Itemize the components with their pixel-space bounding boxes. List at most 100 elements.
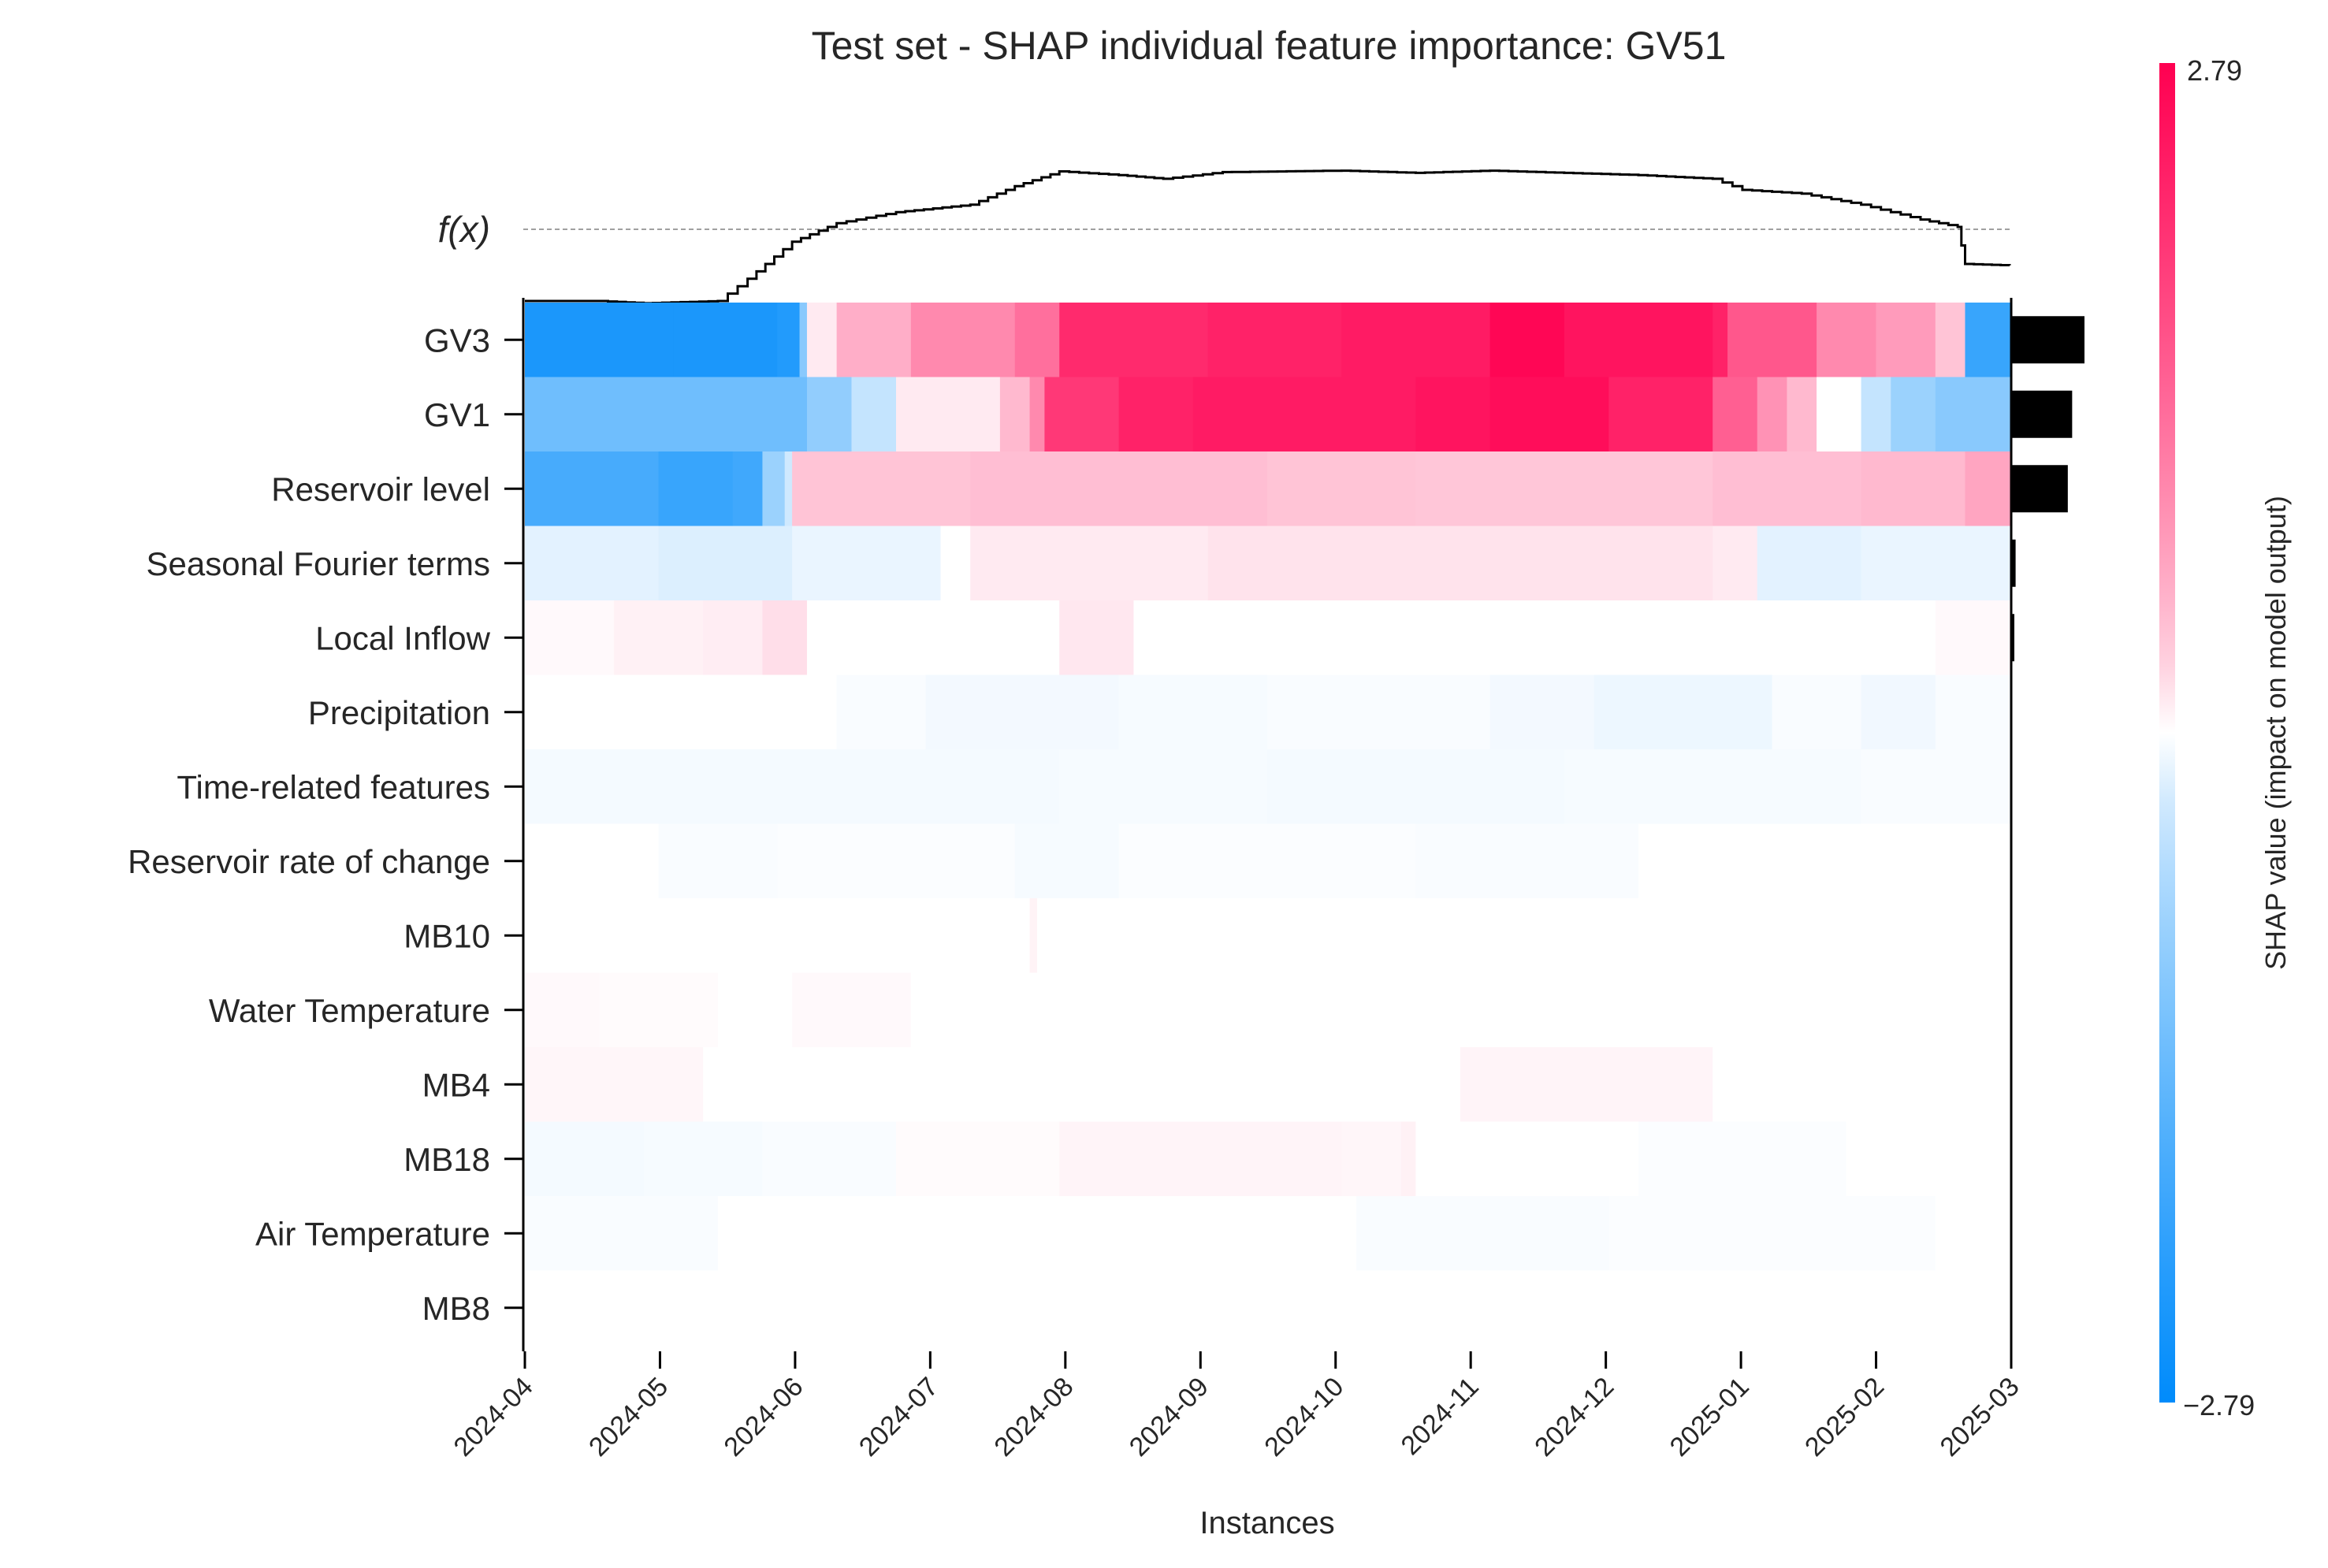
x-tick-label: 2025-01 (1664, 1372, 1755, 1462)
heat-cell (1876, 303, 1936, 377)
heat-cell (762, 600, 808, 675)
heatmap-rows (525, 303, 2010, 1346)
heat-cell (1118, 674, 1268, 750)
chart-title: Test set - SHAP individual feature impor… (812, 24, 1727, 68)
heat-cell (792, 972, 912, 1048)
heat-cell (658, 451, 734, 526)
feature-label: Water Temperature (209, 992, 490, 1029)
heat-cell (717, 972, 793, 1048)
heat-cell (732, 451, 764, 526)
heat-cell (1029, 898, 1038, 973)
heat-cell (1489, 303, 1565, 377)
fx-label: f(x) (438, 209, 490, 250)
heat-cell (999, 377, 1031, 452)
heat-cell (1341, 303, 1491, 377)
heat-cell (1014, 823, 1120, 899)
heat-cell (658, 526, 793, 601)
heat-cell (925, 674, 1120, 750)
heat-cell (525, 377, 778, 452)
x-tick-label: 2024-09 (1124, 1372, 1214, 1462)
heat-cell (599, 972, 719, 1048)
heat-cell (703, 600, 764, 675)
heat-cell (1044, 377, 1120, 452)
heat-cell (1207, 526, 1565, 601)
heat-cell (1668, 377, 1713, 452)
heat-cell (762, 1121, 897, 1197)
heat-cell (1608, 1196, 1936, 1271)
heat-cell (777, 823, 1016, 899)
heat-cell (1267, 674, 1491, 750)
heat-cell (851, 377, 897, 452)
importance-bar (2012, 614, 2014, 662)
heat-cell (777, 377, 808, 452)
heat-cell (1787, 377, 1817, 452)
fx-line (525, 169, 2011, 305)
heat-cell (1460, 1047, 1713, 1122)
heat-cell (525, 1121, 645, 1197)
heat-cell (1891, 377, 1936, 452)
colorbar-label: SHAP value (impact on model output) (2259, 496, 2292, 970)
heat-cell (1727, 303, 1817, 377)
x-axis-label: Instances (1199, 1506, 1334, 1540)
heat-cell (1638, 1121, 1847, 1197)
heat-cell (1192, 377, 1416, 452)
heat-cell (792, 526, 942, 601)
importance-bar (2012, 316, 2084, 364)
heat-cell (614, 600, 704, 675)
feature-labels: GV3 GV1 Reservoir level Seasonal Fourier te… (128, 321, 523, 1327)
heat-cell (525, 303, 674, 377)
heat-cell (1861, 674, 1936, 750)
heat-cell (1713, 451, 1862, 526)
heat-cell (1036, 898, 2010, 973)
heat-cell (1638, 823, 2010, 899)
heat-cell (970, 451, 1268, 526)
feature-label: GV3 (424, 321, 490, 359)
heat-cell (1608, 377, 1669, 452)
heat-cell (643, 1121, 764, 1197)
heat-cell (910, 972, 2010, 1048)
heat-cell (799, 303, 808, 377)
heat-cell (525, 898, 1031, 973)
x-ticks: 2024-04 2024-05 2024-06 2024-07 2024-08 2024-… (448, 1351, 2025, 1462)
feature-label: MB10 (403, 917, 490, 954)
heat-cell (777, 303, 801, 377)
heat-cell (762, 451, 786, 526)
heat-cell (1489, 674, 1595, 750)
heat-cell (673, 303, 778, 377)
heat-cell (1133, 600, 1713, 675)
heat-cell (1400, 1121, 1416, 1197)
importance-bar (2012, 465, 2068, 513)
heat-cell (1489, 377, 1609, 452)
heat-cell (1861, 526, 2010, 601)
x-tick-label: 2024-12 (1529, 1372, 1620, 1462)
x-tick-label: 2024-05 (583, 1372, 674, 1462)
heat-cell (1356, 1196, 1609, 1271)
heat-cell (525, 674, 838, 750)
heat-cell (1772, 674, 1862, 750)
feature-label: MB18 (403, 1141, 490, 1178)
feature-label: Reservoir level (271, 470, 490, 507)
importance-bar (2012, 539, 2016, 587)
heat-cell (525, 749, 1060, 824)
heat-cell (525, 823, 660, 899)
heat-cell (1029, 377, 1045, 452)
heat-cell (1757, 526, 1862, 601)
heat-cell (1935, 377, 2010, 452)
x-tick-label: 2024-06 (718, 1372, 809, 1462)
heat-cell (525, 1270, 2010, 1346)
heat-cell (1564, 749, 1862, 824)
heat-cell (1861, 377, 1891, 452)
heat-cell (1935, 303, 1966, 377)
heat-cell (525, 600, 615, 675)
heat-cell (1059, 1121, 1342, 1197)
heat-cell (970, 526, 1209, 601)
feature-label: Air Temperature (255, 1215, 490, 1252)
heat-cell (1267, 749, 1565, 824)
heat-cell (806, 303, 838, 377)
heat-cell (1935, 600, 2010, 675)
heat-cell (1846, 1121, 2010, 1197)
heat-cell (1564, 526, 1713, 601)
feature-label: GV1 (424, 396, 490, 433)
heat-cell (1713, 600, 1936, 675)
heat-cell (1713, 303, 1728, 377)
